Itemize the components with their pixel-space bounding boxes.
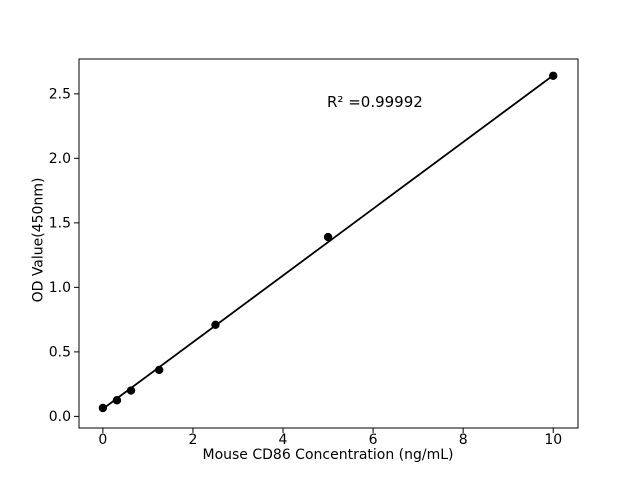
y-tick-label: 1.0 <box>49 280 71 296</box>
x-axis-label: Mouse CD86 Concentration (ng/mL) <box>202 447 454 463</box>
x-tick-label: 10 <box>544 432 562 448</box>
x-tick-label: 8 <box>459 432 468 448</box>
y-tick-label: 1.5 <box>49 215 71 231</box>
data-point <box>154 365 164 375</box>
y-axis-label: OD Value(450nm) <box>30 177 47 303</box>
x-tick-label: 0 <box>98 432 107 448</box>
y-tick-label: 2.5 <box>49 86 71 102</box>
data-point <box>112 396 122 405</box>
x-tick-label: 2 <box>188 432 197 448</box>
data-point <box>211 320 220 329</box>
y-tick-label: 2.0 <box>49 151 71 167</box>
r-squared-annotation: R² =0.99992 <box>327 93 423 111</box>
x-tick-label: 6 <box>369 432 378 448</box>
y-tick-label: 0.0 <box>49 409 71 425</box>
x-tick-label: 4 <box>279 432 288 448</box>
data-point <box>549 71 558 80</box>
data-point <box>98 403 108 413</box>
plot-border <box>78 58 579 429</box>
data-point <box>126 386 136 395</box>
fit-line <box>102 74 554 410</box>
data-point <box>323 232 333 242</box>
y-tick-label: 0.5 <box>49 344 71 360</box>
